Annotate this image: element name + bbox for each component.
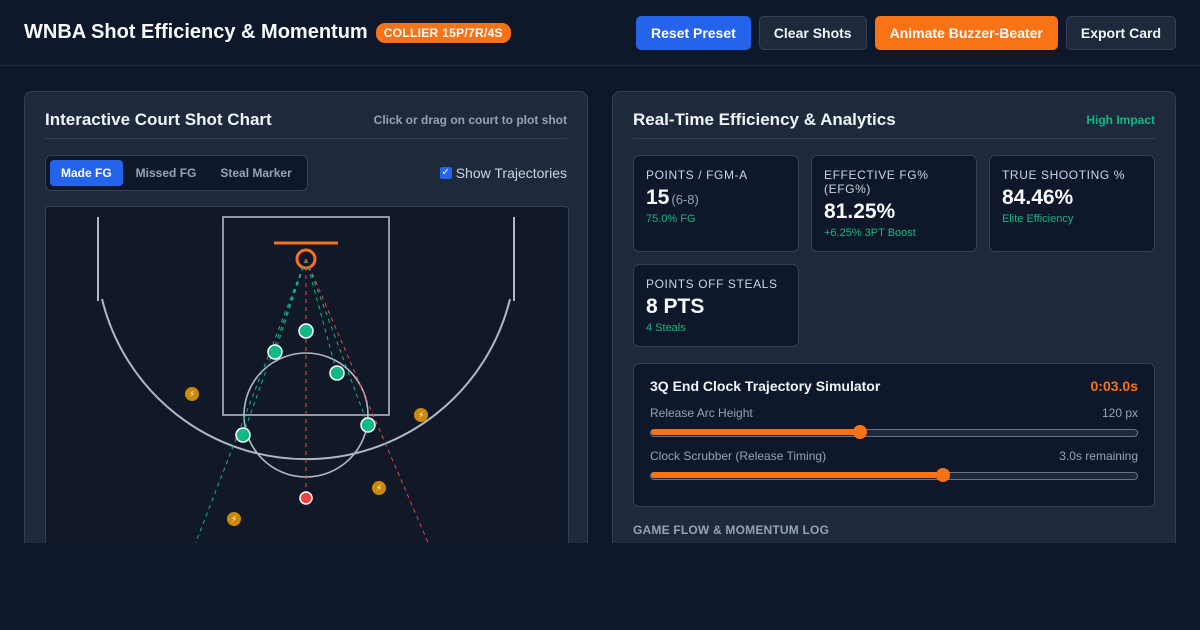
trajectories-checkbox[interactable]: ✓ <box>439 167 452 179</box>
metric-card-true-shooting: True Shooting % 84.46% Elite Efficiency <box>989 155 1155 252</box>
simulator-header: 3Q End Clock Trajectory Simulator 0:03.0… <box>650 378 1138 394</box>
made-shot-marker[interactable] <box>360 417 376 433</box>
clock-scrubber-label: Clock Scrubber (Release Timing) <box>650 449 827 463</box>
export-card-button[interactable]: Export Card <box>1065 15 1176 50</box>
trajectory-simulator: 3Q End Clock Trajectory Simulator 0:03.0… <box>633 363 1155 507</box>
clock-scrubber-slider-fill <box>651 472 943 478</box>
steal-marker-icon[interactable]: ⚡ <box>185 387 199 401</box>
clock-scrubber-slider-thumb[interactable] <box>935 468 950 482</box>
mode-made-fg-button[interactable]: Made FG <box>50 160 123 186</box>
shot-mode-selector: Made FG Missed FG Steal Marker <box>45 155 308 191</box>
svg-text:⚡: ⚡ <box>231 515 237 525</box>
trajectory-line <box>274 258 307 353</box>
metric-value: 15 (6-8) <box>646 186 786 210</box>
simulator-clock: 0:03.0s <box>1090 378 1138 394</box>
made-shot-marker[interactable] <box>298 323 314 339</box>
animate-buzzer-beater-button[interactable]: Animate Buzzer-Beater <box>874 15 1058 50</box>
metric-label: Effective FG% (eFG%) <box>824 168 929 196</box>
metric-note: +6.25% 3PT Boost <box>824 227 916 239</box>
metric-label: Points / FGM-A <box>646 168 748 182</box>
metric-note: 4 Steals <box>646 322 686 334</box>
metric-card-points: Points / FGM-A 15 (6-8) 75.0% FG <box>633 155 799 252</box>
arc-height-slider-thumb[interactable] <box>852 425 867 439</box>
top-bar: WNBA Shot Efficiency & Momentum COLLIER … <box>0 0 1200 66</box>
metric-value: 8 PTS <box>646 295 705 318</box>
arc-height-slider[interactable] <box>650 425 1138 439</box>
arc-height-value: 120 px <box>1101 406 1138 420</box>
arc-height-row: Release Arc Height 120 px <box>650 406 1138 420</box>
metric-card-points-off-steals: Points Off Steals 8 PTS 4 Steals <box>633 264 799 347</box>
metric-note: 75.0% FG <box>646 213 696 225</box>
clear-shots-button[interactable]: Clear Shots <box>758 15 867 50</box>
trajectory-line <box>305 258 369 426</box>
missed-shot-marker[interactable] <box>299 491 313 505</box>
trajectory-line <box>305 258 338 374</box>
steal-marker-icon[interactable]: ⚡ <box>372 481 386 495</box>
metric-value: 84.46% <box>1002 186 1074 209</box>
court-panel-hint: Click or drag on court to plot shot <box>373 113 567 127</box>
impact-label: High Impact <box>1086 113 1155 127</box>
made-shot-marker[interactable] <box>329 365 345 381</box>
court-svg: ⚡ ⚡ ⚡ ⚡ <box>97 216 515 547</box>
court-canvas[interactable]: ⚡ ⚡ ⚡ ⚡ <box>45 206 569 548</box>
trajectory-line <box>305 258 431 547</box>
points-value: 15 <box>646 186 670 209</box>
metric-label: True Shooting % <box>1002 168 1126 182</box>
simulator-title: 3Q End Clock Trajectory Simulator <box>650 378 881 394</box>
made-shot-marker[interactable] <box>235 427 251 443</box>
trajectories-label: Show Trajectories <box>455 165 567 181</box>
title-group: WNBA Shot Efficiency & Momentum COLLIER … <box>24 21 511 44</box>
player-stat-badge: COLLIER 15P/7R/4S <box>375 22 511 43</box>
clock-scrubber-slider[interactable] <box>650 468 1138 482</box>
trajectory-line <box>193 258 307 547</box>
show-trajectories-toggle[interactable]: ✓ Show Trajectories <box>439 165 567 181</box>
page-bottom-background <box>0 543 1200 630</box>
arc-height-slider-fill <box>651 429 860 435</box>
svg-text:⚡: ⚡ <box>418 411 424 421</box>
metric-card-efg: Effective FG% (eFG%) 81.25% +6.25% 3PT B… <box>811 155 977 252</box>
steal-marker-icon[interactable]: ⚡ <box>227 512 241 526</box>
svg-text:⚡: ⚡ <box>189 390 195 400</box>
metrics-grid: Points / FGM-A 15 (6-8) 75.0% FG Effectiv… <box>633 155 1155 347</box>
made-shot-marker[interactable] <box>267 344 283 360</box>
trajectory-line <box>242 258 307 436</box>
metric-value: 81.25% <box>824 200 896 223</box>
clock-scrubber-value: 3.0s remaining <box>1059 449 1138 463</box>
reset-preset-button[interactable]: Reset Preset <box>635 15 751 50</box>
momentum-log-heading: GAME FLOW & MOMENTUM LOG <box>633 523 830 537</box>
analytics-panel: Real-Time Efficiency & Analytics High Im… <box>612 91 1176 551</box>
header-actions: Reset Preset Clear Shots Animate Buzzer-… <box>635 15 1176 50</box>
analytics-panel-header: Real-Time Efficiency & Analytics High Im… <box>633 110 1155 139</box>
clock-scrubber-row: Clock Scrubber (Release Timing) 3.0s rem… <box>650 449 1138 463</box>
analytics-panel-title: Real-Time Efficiency & Analytics <box>633 110 896 129</box>
court-panel-header: Interactive Court Shot Chart Click or dr… <box>45 110 567 139</box>
arc-height-label: Release Arc Height <box>650 406 753 420</box>
metric-note: Elite Efficiency <box>1002 213 1074 225</box>
steal-marker-icon[interactable]: ⚡ <box>414 408 428 422</box>
court-controls: Made FG Missed FG Steal Marker ✓ Show Tr… <box>45 155 567 191</box>
app-title: WNBA Shot Efficiency & Momentum <box>24 21 368 43</box>
court-panel-title: Interactive Court Shot Chart <box>45 110 272 129</box>
mode-missed-fg-button[interactable]: Missed FG <box>135 166 197 180</box>
mode-steal-marker-button[interactable]: Steal Marker <box>220 166 292 180</box>
svg-text:⚡: ⚡ <box>376 484 382 494</box>
court-panel: Interactive Court Shot Chart Click or dr… <box>24 91 588 551</box>
metric-label: Points Off Steals <box>646 277 778 291</box>
fgm-fga-value: (6-8) <box>671 192 699 207</box>
